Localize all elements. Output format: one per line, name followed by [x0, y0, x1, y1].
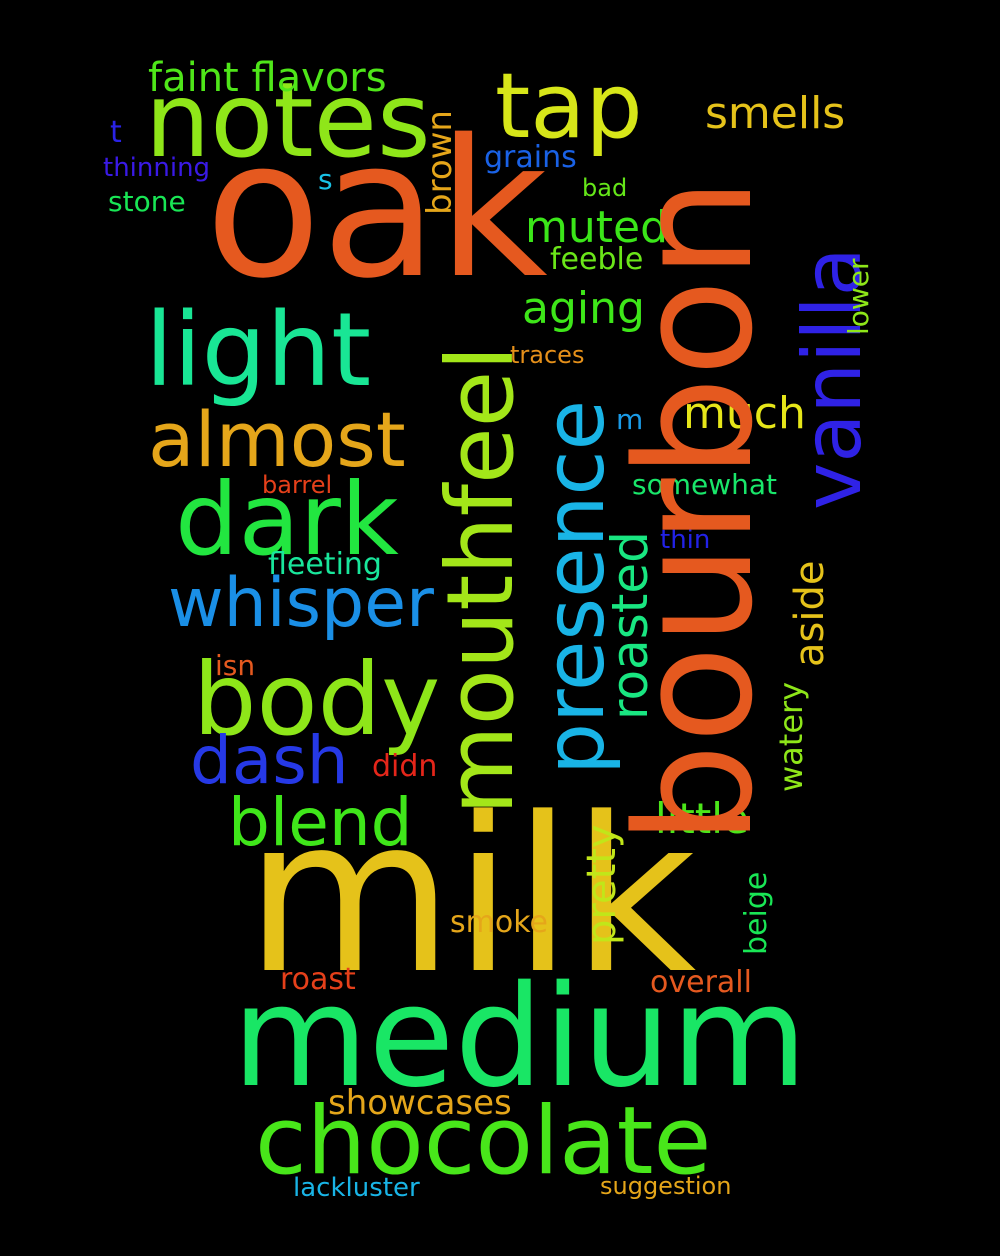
- word-light: light: [145, 291, 372, 410]
- word-much: much: [683, 388, 806, 439]
- word-watery: watery: [772, 681, 810, 792]
- word-whisper: whisper: [168, 564, 434, 643]
- word-tap: tap: [495, 54, 643, 159]
- word-lackluster: lackluster: [293, 1173, 420, 1203]
- word-bourbon: bourbon: [601, 177, 788, 846]
- word-smells: smells: [705, 88, 846, 139]
- word-milk: milk: [245, 772, 697, 1021]
- word-oak: oak: [205, 99, 548, 320]
- word-s: s: [318, 163, 333, 196]
- word-chocolate: chocolate: [255, 1087, 712, 1196]
- word-body: body: [193, 641, 441, 758]
- word-dash: dash: [190, 722, 349, 799]
- word-aside: aside: [787, 560, 833, 667]
- word-roast: roast: [280, 962, 356, 997]
- word-medium: medium: [232, 956, 808, 1119]
- word-isn: isn: [215, 649, 256, 682]
- word-somewhat: somewhat: [632, 468, 778, 501]
- word-muted: muted: [525, 202, 668, 253]
- word-mouthfeel: mouthfeel: [427, 345, 534, 815]
- word-lower: lower: [842, 258, 875, 335]
- word-overall: overall: [650, 965, 752, 1000]
- word-suggestion: suggestion: [600, 1172, 732, 1200]
- word-grains: grains: [484, 140, 577, 175]
- word-faint-flavors: faint flavors: [148, 55, 387, 101]
- word-little: little: [655, 794, 749, 843]
- word-t: t: [110, 115, 122, 150]
- word-traces: traces: [510, 341, 585, 369]
- word-didn: didn: [372, 749, 438, 784]
- word-bad: bad: [582, 174, 628, 202]
- word-feeble: feeble: [550, 242, 644, 277]
- word-showcases: showcases: [328, 1083, 512, 1123]
- word-almost: almost: [148, 395, 406, 484]
- word-thinning: thinning: [103, 153, 211, 183]
- word-fleeting: fleeting: [268, 547, 382, 582]
- word-blend: blend: [228, 784, 413, 861]
- word-dark: dark: [175, 461, 399, 578]
- word-notes: notes: [145, 61, 431, 181]
- word-brown: brown: [420, 110, 460, 215]
- word-aging: aging: [522, 283, 645, 334]
- word-barrel: barrel: [262, 471, 333, 499]
- word-thin: thin: [660, 525, 711, 555]
- word-m: m: [616, 403, 644, 436]
- word-smoke: smoke: [450, 905, 548, 940]
- word-stone: stone: [108, 185, 186, 218]
- word-beige: beige: [739, 871, 774, 955]
